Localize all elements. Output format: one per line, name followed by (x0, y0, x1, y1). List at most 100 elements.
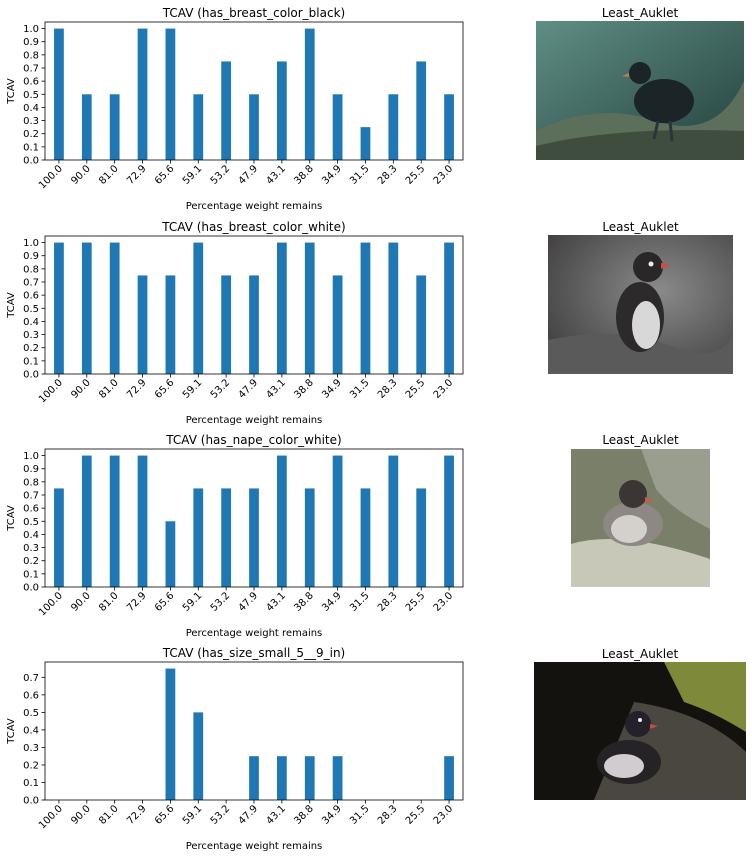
y-tick-label: 0.1 (23, 569, 39, 580)
y-tick-label: 1.0 (23, 451, 39, 462)
y-tick-label: 1.0 (23, 238, 39, 249)
chart-2: TCAV (has_breast_color_white) 0.0 0.1 0.2 0.… (6, 220, 464, 426)
y-tick-label: 0.8 (23, 264, 39, 275)
bar (165, 275, 176, 374)
y-tick-label: 0.5 (23, 90, 39, 101)
bar (276, 61, 287, 160)
y-tick-label: 0.2 (23, 129, 39, 140)
x-tick-label: 81.0 (97, 377, 121, 401)
x-tick-label: 31.5 (348, 163, 372, 187)
bar (109, 242, 120, 374)
bar (416, 275, 427, 374)
x-tick-label: 28.3 (376, 163, 400, 187)
bar (193, 94, 204, 160)
x-tick-label: 72.9 (125, 803, 149, 827)
bar (249, 275, 259, 374)
x-tick-label: 31.5 (348, 590, 372, 614)
bar (81, 242, 92, 374)
x-tick-label: 43.1 (264, 803, 288, 827)
bar (332, 756, 343, 800)
y-tick-label: 0.3 (23, 743, 39, 754)
image-title-1: Least_Auklet (601, 6, 679, 20)
y-tick-label: 0.0 (23, 370, 39, 381)
y-tick-label: 0.0 (23, 796, 39, 807)
bird-photo-icon (536, 21, 744, 160)
x-tick-label: 34.9 (320, 163, 344, 187)
bar (416, 61, 427, 160)
x-tick-label: 25.5 (404, 590, 428, 614)
bar (221, 488, 232, 587)
bar (165, 521, 176, 587)
x-tick-label: 23.0 (432, 377, 456, 401)
x-tick-label: 47.9 (237, 377, 261, 401)
y-tick-label: 0.1 (23, 778, 39, 789)
x-tick-label: 59.1 (181, 590, 205, 614)
y-axis-label: TCAV (6, 78, 17, 105)
bar (81, 94, 92, 160)
x-tick-label: 100.0 (37, 163, 65, 191)
chart-3: TCAV (has_nape_color_white) 0.0 0.1 0.2 0.3 0… (6, 433, 464, 639)
bar (109, 455, 120, 587)
bar (54, 242, 64, 374)
x-tick-label: 65.6 (153, 590, 177, 614)
bar (165, 668, 176, 800)
x-tick-label: 72.9 (125, 163, 149, 187)
y-tick-label: 0.7 (23, 673, 39, 684)
y-tick-label: 0.1 (23, 142, 39, 153)
chart-title: TCAV (has_breast_color_white) (161, 220, 345, 234)
y-tick-label: 0.5 (23, 304, 39, 315)
bar (360, 242, 371, 374)
chart-title: TCAV (has_size_small_5__9_in) (162, 646, 345, 660)
x-tick-label: 90.0 (69, 377, 93, 401)
bar (444, 756, 454, 800)
bar (137, 275, 148, 374)
y-tick-label: 0.4 (23, 103, 39, 114)
x-tick-label: 38.8 (292, 377, 316, 401)
bar (304, 28, 315, 161)
y-tick-label: 0.5 (23, 708, 39, 719)
y-tick-label: 0.3 (23, 330, 39, 341)
x-tick-label: 47.9 (237, 163, 261, 187)
bar (221, 61, 232, 160)
x-tick-label: 25.5 (404, 803, 428, 827)
x-tick-label: 59.1 (181, 163, 205, 187)
bar (304, 756, 315, 800)
x-tick-label: 100.0 (37, 377, 65, 405)
bar (221, 275, 232, 374)
bar (304, 488, 315, 587)
x-tick-label: 100.0 (37, 803, 65, 831)
bar (388, 242, 399, 374)
x-tick-label: 59.1 (181, 377, 205, 401)
bird-photo-icon (548, 235, 733, 374)
bar (360, 127, 371, 160)
y-tick-label: 0.3 (23, 116, 39, 127)
x-tick-label: 38.8 (292, 163, 316, 187)
bar (109, 94, 120, 160)
x-axis-label: Percentage weight remains (186, 841, 323, 852)
chart-4: TCAV (has_size_small_5__9_in) 0.0 0.1 0.2 0.… (6, 646, 464, 852)
bar (388, 94, 399, 160)
bar (81, 455, 92, 587)
x-tick-label: 90.0 (69, 163, 93, 187)
y-tick-label: 0.6 (23, 504, 39, 515)
bar (193, 242, 204, 374)
bar (276, 455, 287, 587)
x-tick-label: 53.2 (209, 590, 233, 614)
bar (332, 455, 343, 587)
y-tick-label: 0.1 (23, 356, 39, 367)
bar (249, 756, 259, 800)
y-tick-label: 0.6 (23, 291, 39, 302)
x-tick-label: 72.9 (125, 377, 149, 401)
bar (165, 28, 176, 161)
y-tick-label: 0.4 (23, 530, 39, 541)
y-tick-label: 0.8 (23, 477, 39, 488)
bar (444, 94, 454, 160)
x-tick-label: 43.1 (264, 590, 288, 614)
y-tick-label: 0.5 (23, 517, 39, 528)
x-axis-label: Percentage weight remains (186, 415, 323, 426)
bar (444, 455, 454, 587)
bar (276, 756, 287, 800)
x-axis-label: Percentage weight remains (186, 201, 323, 212)
y-tick-label: 0.2 (23, 343, 39, 354)
